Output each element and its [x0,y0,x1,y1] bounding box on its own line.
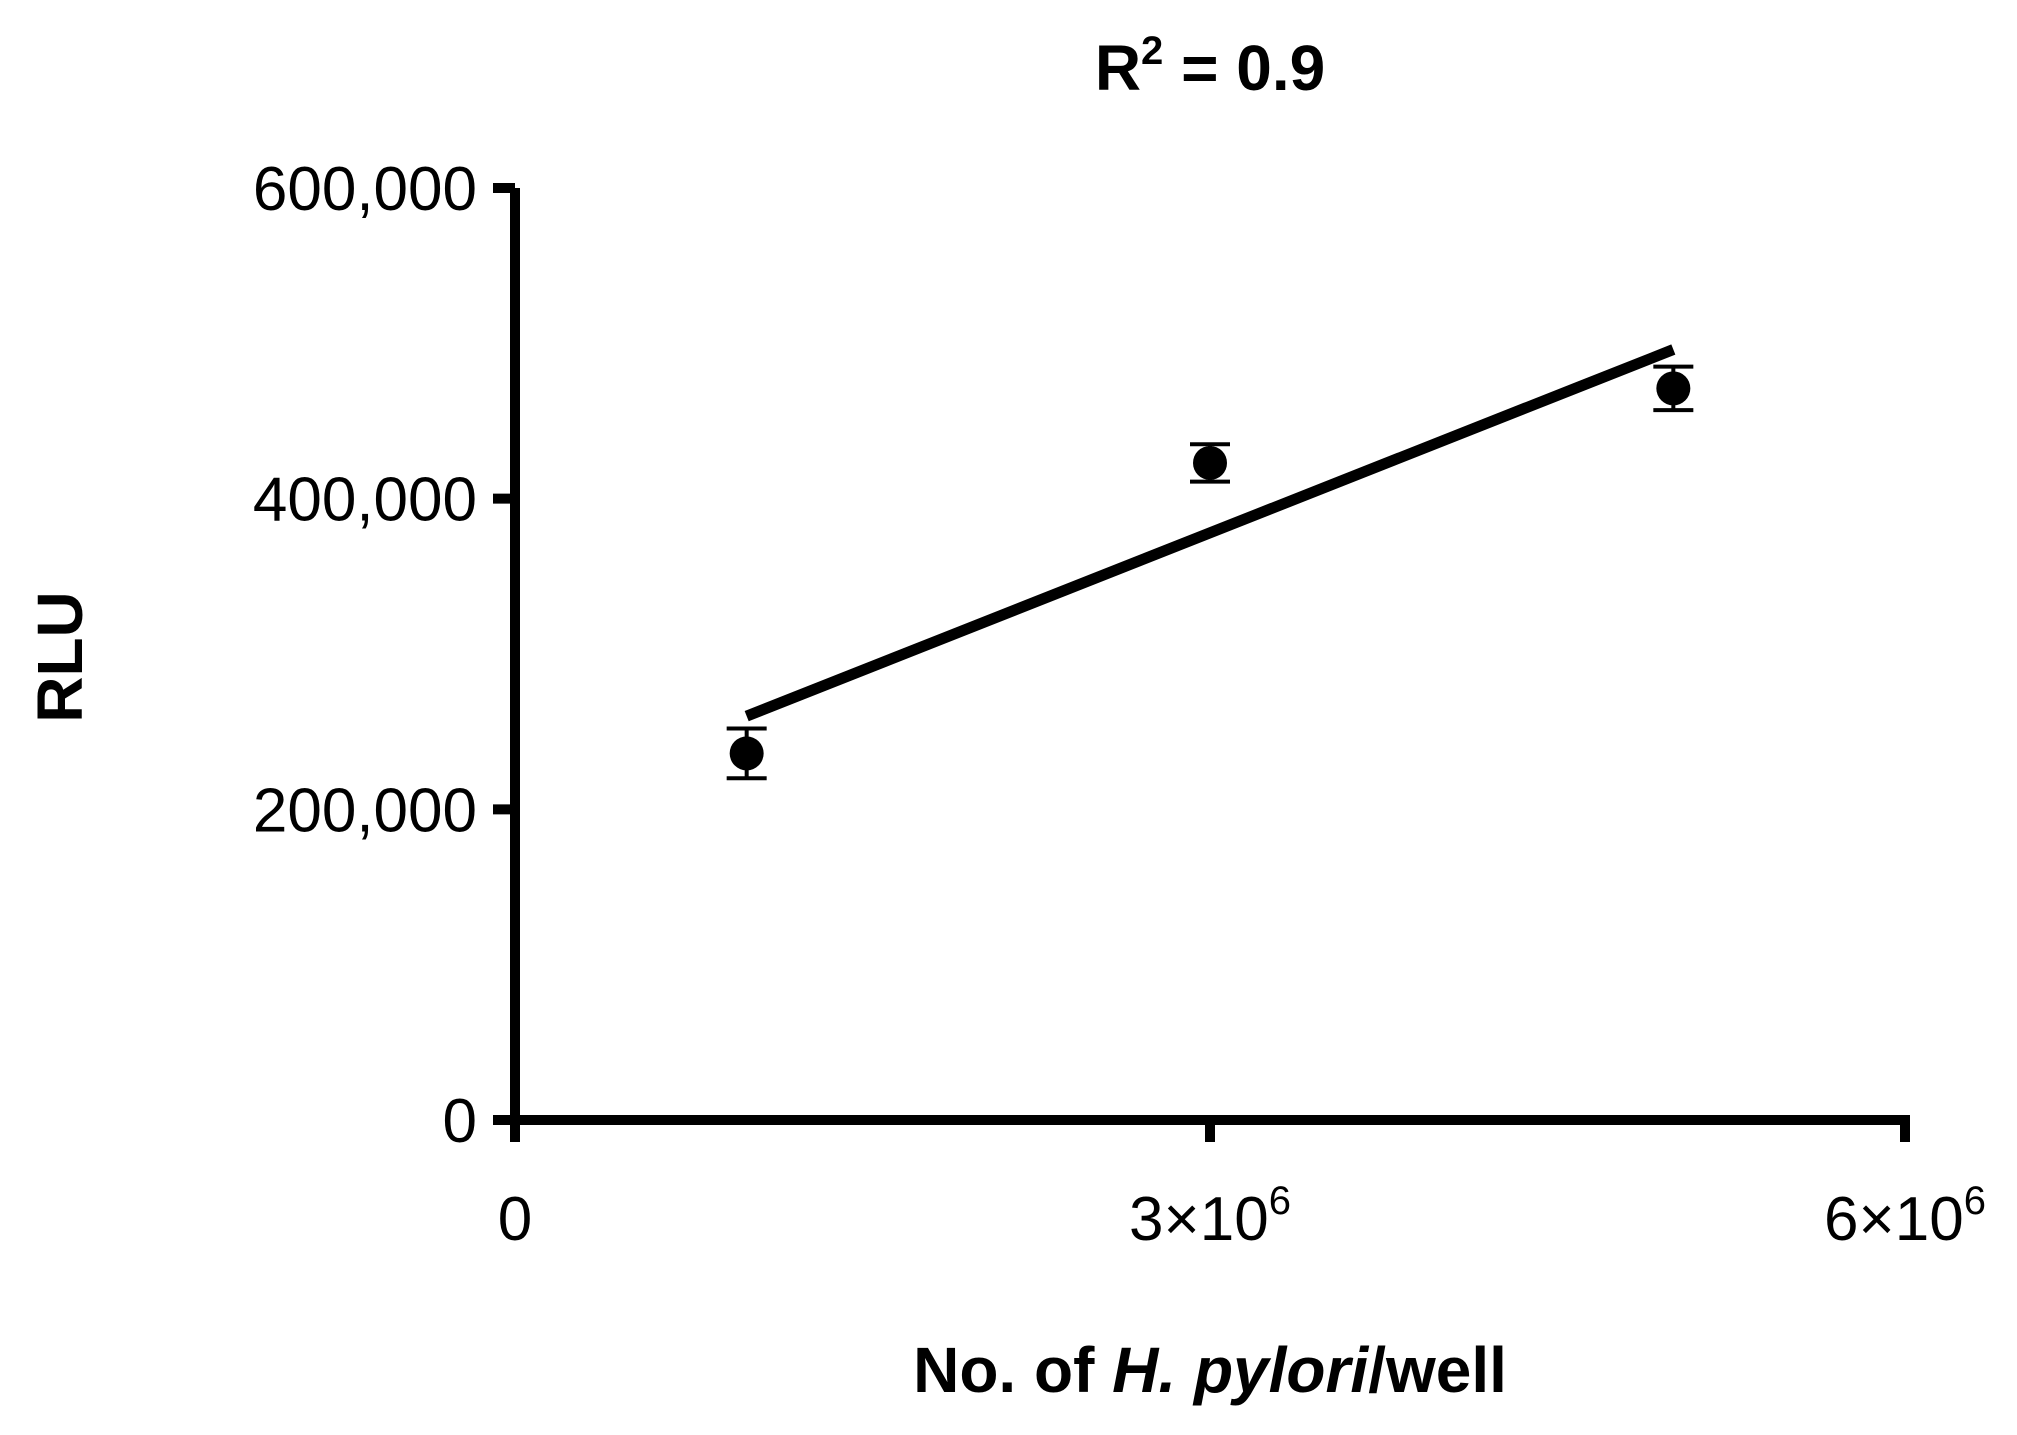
y-tick-label: 200,000 [253,776,477,845]
y-axis-title: RLU [24,591,96,723]
y-tick-label: 600,000 [253,155,477,224]
fit-line-group [744,344,1676,722]
data-point [1190,442,1230,484]
x-ticks: 0 3×106 6×106 [498,1120,1986,1254]
chart-title-sup: 2 [1141,29,1163,73]
x-axis-title-prefix: No. of [913,1334,1112,1406]
axes [510,188,1910,1125]
x-axis-title-italic: H. pylori [1112,1334,1369,1406]
y-tick-label: 0 [443,1087,477,1156]
y-tick-label: 400,000 [253,466,477,535]
x-tick-label-base: 6×10 [1824,1185,1964,1254]
data-point [726,726,767,781]
x-tick-label: 3×106 [1129,1179,1291,1254]
x-tick-label-sup: 6 [1269,1179,1291,1223]
data-points [726,364,1694,781]
data-point-marker [729,736,764,771]
x-axis-title: No. of H. pylori/well [913,1334,1507,1406]
chart-title: R2 = 0.9 [1095,29,1325,104]
svg-text:R2 = 0.9: R2 = 0.9 [1095,29,1325,104]
data-point [1653,364,1694,413]
x-tick-label-sup: 6 [1964,1179,1986,1223]
fit-line [744,344,1676,722]
data-point-marker [1193,445,1227,480]
x-tick-label-base: 3×10 [1129,1185,1269,1254]
svg-text:No. of H. pylori/well: No. of H. pylori/well [913,1334,1507,1406]
chart-title-base: R [1095,32,1141,104]
x-tick-label: 0 [498,1185,532,1254]
y-ticks: 0 200,000 400,000 600,000 [253,155,515,1156]
x-axis-title-suffix: /well [1368,1334,1507,1406]
chart-title-rest: = 0.9 [1163,32,1325,104]
x-tick-label-base: 0 [498,1185,532,1254]
data-point-marker [1656,371,1691,406]
x-tick-label: 6×106 [1824,1179,1986,1254]
